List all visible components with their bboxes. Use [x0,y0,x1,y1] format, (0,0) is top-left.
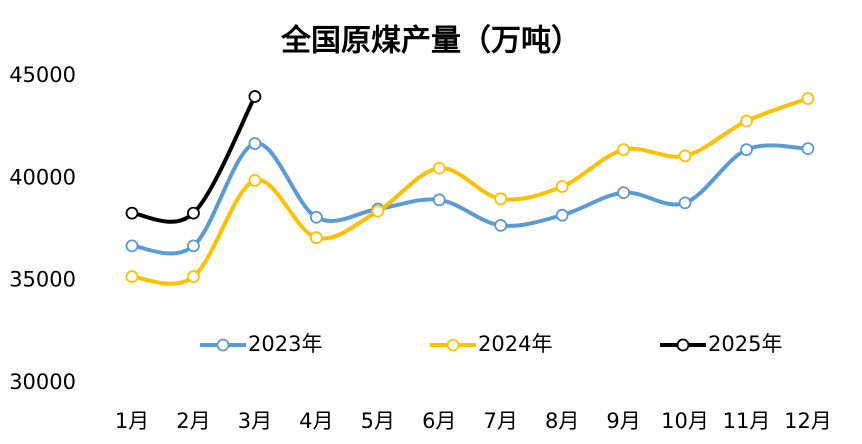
data-point [125,270,139,283]
data-point [248,90,262,103]
y-tick-label: 40000 [9,165,76,189]
data-point [432,193,446,207]
data-point [555,180,569,193]
data-point [801,142,815,156]
x-tick-label: 2月 [176,409,210,433]
x-tick-label: 11月 [723,409,771,433]
x-tick-label: 8月 [545,409,579,433]
data-point [678,149,692,163]
data-point [678,196,692,210]
data-point [248,173,262,187]
x-tick-label: 1月 [115,409,149,433]
data-point [187,270,200,283]
x-tick-label: 12月 [784,409,832,433]
y-tick-label: 45000 [9,63,76,87]
data-point [371,204,385,218]
data-point [187,239,200,253]
legend-label: 2024年 [478,332,552,356]
data-point [432,161,446,175]
y-tick-label: 35000 [9,268,76,292]
data-point [125,239,139,253]
legend-marker [446,338,460,352]
data-point [494,219,508,232]
y-tick-label: 30000 [9,370,76,394]
data-point [309,231,323,245]
legend-label: 2025年 [708,332,782,356]
x-tick-label: 10月 [661,409,709,433]
x-tick-label: 3月 [238,409,272,433]
x-tick-label: 7月 [484,409,518,433]
legend-label: 2023年 [248,332,322,356]
data-point [494,192,508,206]
data-point [617,186,630,200]
data-point [740,114,753,128]
x-tick-label: 6月 [422,409,456,433]
x-tick-label: 9月 [606,409,640,433]
data-point [617,143,630,157]
chart-title: 全国原煤产量（万吨） [280,24,581,59]
series-line [131,141,809,256]
data-point [248,137,262,150]
data-point [555,208,569,222]
data-point [187,206,200,220]
data-point [125,206,139,220]
series-line [131,96,809,286]
x-tick-label: 4月 [299,409,333,433]
data-point [740,143,753,157]
legend-marker [676,338,690,352]
legend-marker [216,338,230,352]
data-point [309,210,323,224]
data-point [801,92,815,105]
x-tick-label: 5月 [361,409,395,433]
